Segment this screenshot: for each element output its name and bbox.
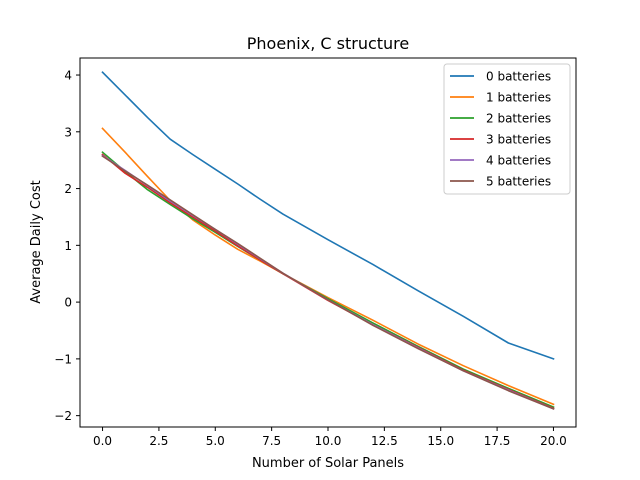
series-line-1-batteries	[101, 127, 555, 406]
legend-label: 2 batteries	[486, 112, 551, 126]
x-tick-label: 12.5	[371, 434, 398, 448]
x-tick-label: 5.0	[206, 434, 225, 448]
y-tick-label: 4	[64, 69, 72, 83]
chart-title: Phoenix, C structure	[247, 34, 410, 53]
legend-label: 3 batteries	[486, 133, 551, 147]
y-tick-label: 1	[64, 239, 72, 253]
legend-items: 0 batteries 1 batteries 2 batteries 3 batte…	[450, 70, 551, 189]
y-axis-ticks: −2 −1 0 1 2 3 4	[54, 69, 80, 423]
series-line-0-batteries	[101, 71, 555, 360]
series-line-5-batteries	[101, 155, 555, 410]
x-tick-label: 7.5	[262, 434, 281, 448]
x-axis-label: Number of Solar Panels	[252, 456, 404, 471]
y-tick-label: −2	[54, 409, 72, 423]
legend-label: 1 batteries	[486, 91, 551, 105]
y-tick-label: 2	[64, 182, 72, 196]
x-tick-label: 15.0	[427, 434, 454, 448]
legend-label: 0 batteries	[486, 70, 551, 84]
y-tick-label: 3	[64, 125, 72, 139]
legend: 0 batteries 1 batteries 2 batteries 3 batte…	[443, 63, 571, 195]
y-tick-label: −1	[54, 352, 72, 366]
x-tick-label: 2.5	[149, 434, 168, 448]
lines-layer	[101, 71, 555, 410]
x-axis-ticks: 0.0 2.5 5.0 7.5 10.0 12.5 15.0 17.5 20.0	[93, 427, 567, 448]
legend-label: 4 batteries	[486, 154, 551, 168]
y-axis-label: Average Daily Cost	[29, 180, 44, 303]
x-tick-label: 20.0	[540, 434, 567, 448]
y-tick-label: 0	[64, 296, 72, 310]
x-tick-label: 0.0	[93, 434, 112, 448]
legend-box	[443, 63, 571, 195]
legend-label: 5 batteries	[486, 175, 551, 189]
x-tick-label: 10.0	[315, 434, 342, 448]
x-tick-label: 17.5	[484, 434, 511, 448]
